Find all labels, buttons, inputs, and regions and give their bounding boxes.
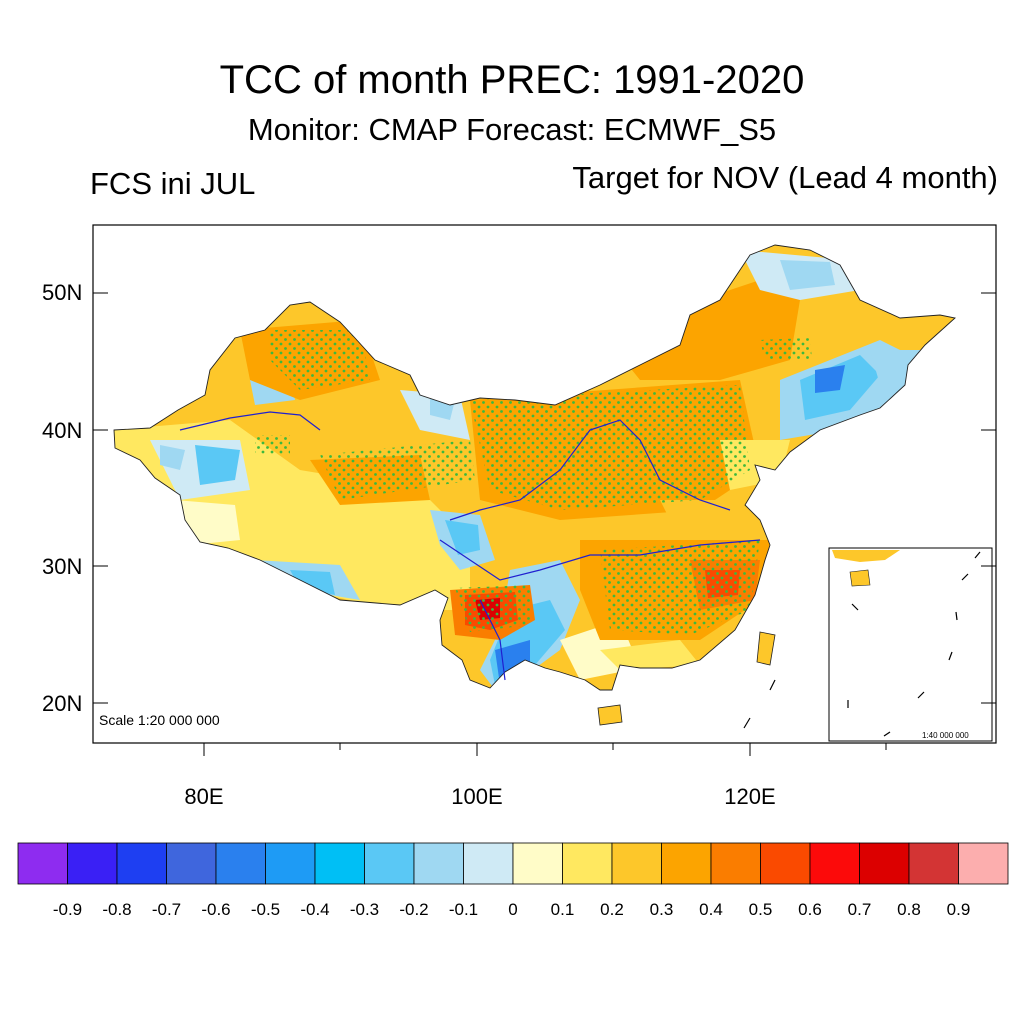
- colorbar-swatch: [710, 842, 761, 885]
- lon-label-120e: 120E: [724, 784, 775, 809]
- colorbar-swatch: [859, 842, 910, 885]
- colorbar-swatch: [413, 842, 464, 885]
- colorbar-swatch: [116, 842, 167, 885]
- colorbar-tick-label: -0.7: [152, 900, 181, 919]
- chart-title: TCC of month PREC: 1991-2020: [219, 58, 805, 102]
- target-label: Target for NOV (Lead 4 month): [572, 160, 998, 195]
- chart-subtitle: Monitor: CMAP Forecast: ECMWF_S5: [247, 112, 777, 147]
- lat-label-50n: 50N: [42, 280, 82, 305]
- lat-label-40n: 40N: [42, 418, 82, 443]
- colorbar-swatch: [958, 842, 1009, 885]
- colorbar-swatch: [760, 842, 811, 885]
- colorbar-swatch: [265, 842, 316, 885]
- colorbar-tick-label: 0.8: [897, 900, 921, 919]
- lon-label-80e: 80E: [184, 784, 223, 809]
- initialization-label: FCS ini JUL: [90, 166, 256, 201]
- colorbar-swatch: [809, 842, 860, 885]
- taiwan: [756, 631, 776, 666]
- colorbar-tick-label: 0.6: [798, 900, 822, 919]
- colorbar-tick-label: -0.5: [251, 900, 280, 919]
- rivers: [179, 411, 761, 681]
- inset-map: 1:40 000 000: [828, 547, 993, 742]
- colorbar-tick-label: -0.2: [399, 900, 428, 919]
- colorbar-tick-label: 0.7: [848, 900, 872, 919]
- colorbar-tick-label: 0.9: [947, 900, 971, 919]
- colorbar-swatch: [67, 842, 118, 885]
- colorbar-swatch: [512, 842, 563, 885]
- colorbar-tick-label: 0.3: [650, 900, 674, 919]
- colorbar-tick-label: -0.6: [201, 900, 230, 919]
- inset-scale-label: 1:40 000 000: [922, 731, 969, 740]
- lat-ticks: [93, 292, 996, 704]
- colorbar: [17, 842, 1009, 885]
- hainan: [597, 704, 623, 726]
- colorbar-swatch: [215, 842, 266, 885]
- colorbar-swatch: [611, 842, 662, 885]
- colorbar-swatch: [364, 842, 415, 885]
- colorbar-tick-label: 0: [508, 900, 517, 919]
- colorbar-tick-label: -0.8: [102, 900, 131, 919]
- colorbar-tick-label: 0.4: [699, 900, 723, 919]
- colorbar-tick-label: 0.2: [600, 900, 624, 919]
- lat-label-30n: 30N: [42, 554, 82, 579]
- colorbar-swatch: [166, 842, 217, 885]
- colorbar-swatch: [314, 842, 365, 885]
- colorbar-tick-label: -0.3: [350, 900, 379, 919]
- island-dashes: [743, 679, 776, 729]
- lon-label-100e: 100E: [451, 784, 502, 809]
- colorbar-tick-label: 0.1: [551, 900, 575, 919]
- scale-label: Scale 1:20 000 000: [99, 712, 220, 728]
- colorbar-swatch: [562, 842, 613, 885]
- colorbar-swatch: [17, 842, 68, 885]
- lon-ticks: [203, 743, 887, 756]
- colorbar-tick-label: -0.1: [449, 900, 478, 919]
- colorbar-tick-label: -0.9: [53, 900, 82, 919]
- colorbar-swatch: [463, 842, 514, 885]
- colorbar-tick-label: -0.4: [300, 900, 329, 919]
- colorbar-tick-label: 0.5: [749, 900, 773, 919]
- colorbar-labels: -0.9 -0.8 -0.7 -0.6 -0.5 -0.4 -0.3 -0.2 -0.1 0 0.1…: [53, 900, 970, 919]
- colorbar-swatch: [661, 842, 712, 885]
- lat-label-20n: 20N: [42, 691, 82, 716]
- colorbar-swatch: [908, 842, 959, 885]
